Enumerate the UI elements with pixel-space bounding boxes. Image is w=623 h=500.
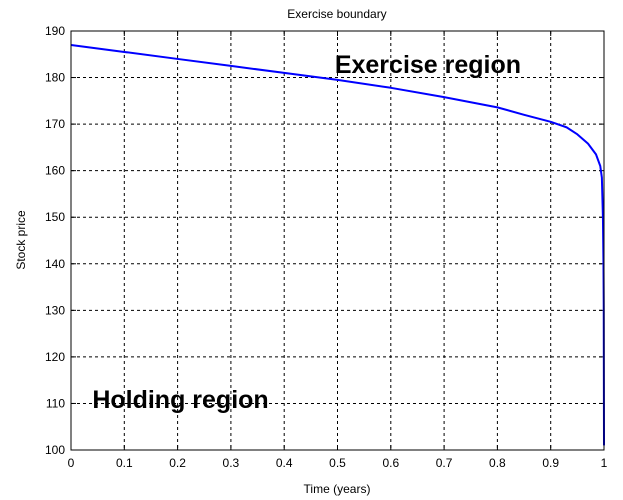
y-tick-label: 190 bbox=[45, 24, 65, 38]
y-tick-label: 140 bbox=[45, 257, 65, 271]
annotations: Exercise region Holding region bbox=[92, 51, 521, 414]
plot-frame bbox=[70, 30, 605, 451]
y-tick-label: 170 bbox=[45, 117, 65, 131]
annotation-holding-region: Holding region bbox=[92, 386, 268, 414]
series-line-0 bbox=[70, 43, 605, 446]
y-axis-label: Stock price bbox=[14, 210, 28, 270]
x-tick-label: 0.2 bbox=[169, 456, 186, 470]
y-tick-label: 150 bbox=[45, 210, 65, 224]
x-axis-label: Time (years) bbox=[304, 482, 371, 496]
y-tick-label: 120 bbox=[45, 350, 65, 364]
x-tick-label: 0.6 bbox=[382, 456, 399, 470]
y-tick-label: 130 bbox=[45, 303, 65, 317]
annotation-exercise-region: Exercise region bbox=[335, 51, 521, 79]
series-layer bbox=[70, 43, 605, 446]
x-tick-label: 0.5 bbox=[329, 456, 346, 470]
x-tick-label: 1 bbox=[601, 456, 608, 470]
x-tick-labels: 0 0.1 0.2 0.3 0.4 0.5 0.6 0.7 0.8 0.9 1 bbox=[68, 456, 608, 470]
y-tick-labels: 100 110 120 130 140 150 160 170 180 190 bbox=[45, 24, 65, 457]
y-tick-label: 180 bbox=[45, 71, 65, 85]
y-tick-label: 100 bbox=[45, 443, 65, 457]
x-tick-label: 0.8 bbox=[489, 456, 506, 470]
y-tick-label: 110 bbox=[46, 396, 65, 410]
grid-lines bbox=[70, 30, 605, 451]
chart-title: Exercise boundary bbox=[287, 7, 386, 21]
y-tick-label: 160 bbox=[45, 164, 65, 178]
x-tick-label: 0.9 bbox=[542, 456, 559, 470]
x-tick-label: 0.1 bbox=[116, 456, 133, 470]
x-tick-label: 0.4 bbox=[276, 456, 293, 470]
x-tick-label: 0.3 bbox=[223, 456, 240, 470]
x-tick-label: 0 bbox=[68, 456, 75, 470]
x-tick-label: 0.7 bbox=[436, 456, 453, 470]
